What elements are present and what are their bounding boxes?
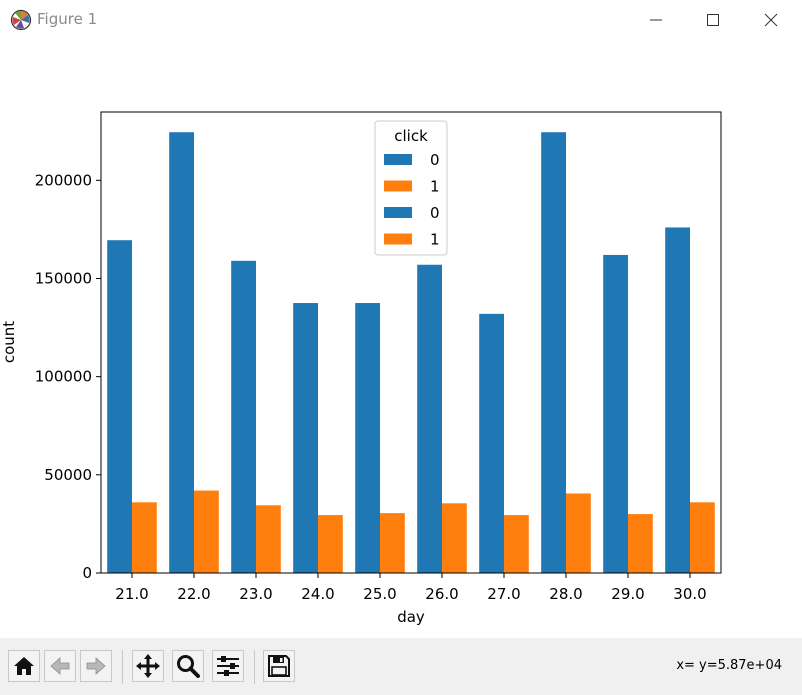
bar-28.0-click-0 <box>541 132 566 573</box>
legend-label: 1 <box>430 178 440 196</box>
bar-29.0-click-1 <box>628 514 653 573</box>
cursor-coordinates: x= y=5.87e+04 <box>676 658 782 673</box>
maximize-icon <box>707 14 719 26</box>
home-button[interactable] <box>8 650 40 682</box>
bar-21.0-click-0 <box>107 240 132 573</box>
bar-24.0-click-1 <box>318 515 343 573</box>
bar-22.0-click-1 <box>194 490 219 573</box>
move-icon <box>136 654 160 678</box>
maximize-button[interactable] <box>684 0 742 40</box>
x-tick-label: 25.0 <box>363 585 396 603</box>
x-tick-label: 24.0 <box>301 585 334 603</box>
x-axis-label: day <box>397 608 425 626</box>
toolbar-separator <box>254 650 255 684</box>
y-axis-label: count <box>0 321 18 363</box>
bar-27.0-click-0 <box>479 313 504 573</box>
zoom-button[interactable] <box>172 650 204 682</box>
bar-30.0-click-1 <box>690 502 715 573</box>
bar-29.0-click-0 <box>603 254 628 573</box>
x-tick-label: 23.0 <box>239 585 272 603</box>
home-icon <box>14 657 34 675</box>
bar-26.0-click-1 <box>442 503 467 573</box>
legend-label: 1 <box>430 231 440 249</box>
legend-swatch <box>384 233 412 245</box>
bar-23.0-click-1 <box>256 505 281 573</box>
magnifier-icon <box>177 655 200 678</box>
bar-30.0-click-0 <box>665 227 690 573</box>
window-title: Figure 1 <box>37 10 98 28</box>
bar-27.0-click-1 <box>504 515 529 573</box>
back-button[interactable] <box>44 650 76 682</box>
matplotlib-icon <box>10 9 32 31</box>
axes-frame <box>100 111 722 574</box>
pan-button[interactable] <box>132 650 164 682</box>
x-tick-label: 30.0 <box>673 585 706 603</box>
y-tick-label: 50000 <box>44 466 92 484</box>
back-arrow-icon <box>50 657 70 675</box>
sliders-icon <box>217 656 239 676</box>
floppy-disk-icon <box>268 655 290 677</box>
y-tick-label: 100000 <box>35 368 92 386</box>
bar-28.0-click-1 <box>566 493 591 573</box>
x-tick-label: 29.0 <box>611 585 644 603</box>
x-tick-label: 28.0 <box>549 585 582 603</box>
x-tick-label: 22.0 <box>177 585 210 603</box>
navigation-toolbar: x= y=5.87e+04 <box>0 638 802 695</box>
bar-22.0-click-0 <box>169 132 194 573</box>
y-tick-label: 0 <box>82 564 92 582</box>
bar-23.0-click-0 <box>231 260 256 573</box>
y-tick-label: 200000 <box>35 171 92 189</box>
save-button[interactable] <box>263 650 295 682</box>
x-tick-label: 27.0 <box>487 585 520 603</box>
y-tick-label: 150000 <box>35 269 92 287</box>
bar-21.0-click-1 <box>132 502 157 573</box>
legend-label: 0 <box>430 204 440 222</box>
legend-label: 0 <box>430 151 440 169</box>
bar-chart: 0 50000 100000 150000 200000 21.0 22.0 23.0 24.… <box>0 111 722 626</box>
configure-subplots-button[interactable] <box>212 650 244 682</box>
legend-title: click <box>394 127 428 145</box>
bar-25.0-click-0 <box>355 303 380 573</box>
forward-button[interactable] <box>80 650 112 682</box>
title-bar[interactable]: Figure 1 <box>0 0 802 40</box>
legend-swatch <box>384 207 412 218</box>
bar-26.0-click-0 <box>417 264 442 573</box>
minimize-icon <box>650 19 662 21</box>
legend-swatch <box>384 154 412 165</box>
x-tick-label: 26.0 <box>425 585 458 603</box>
forward-arrow-icon <box>86 657 106 675</box>
bar-24.0-click-0 <box>293 303 318 573</box>
close-icon <box>764 13 778 27</box>
minimize-button[interactable] <box>627 0 685 40</box>
bar-25.0-click-1 <box>380 513 405 573</box>
toolbar-separator <box>122 650 123 684</box>
legend-swatch <box>384 180 412 192</box>
legend: click 0 1 0 1 <box>374 120 448 256</box>
x-tick-label: 21.0 <box>115 585 148 603</box>
figure-canvas[interactable]: 0 50000 100000 150000 200000 21.0 22.0 23.0 24.… <box>0 40 802 638</box>
close-button[interactable] <box>742 0 800 40</box>
